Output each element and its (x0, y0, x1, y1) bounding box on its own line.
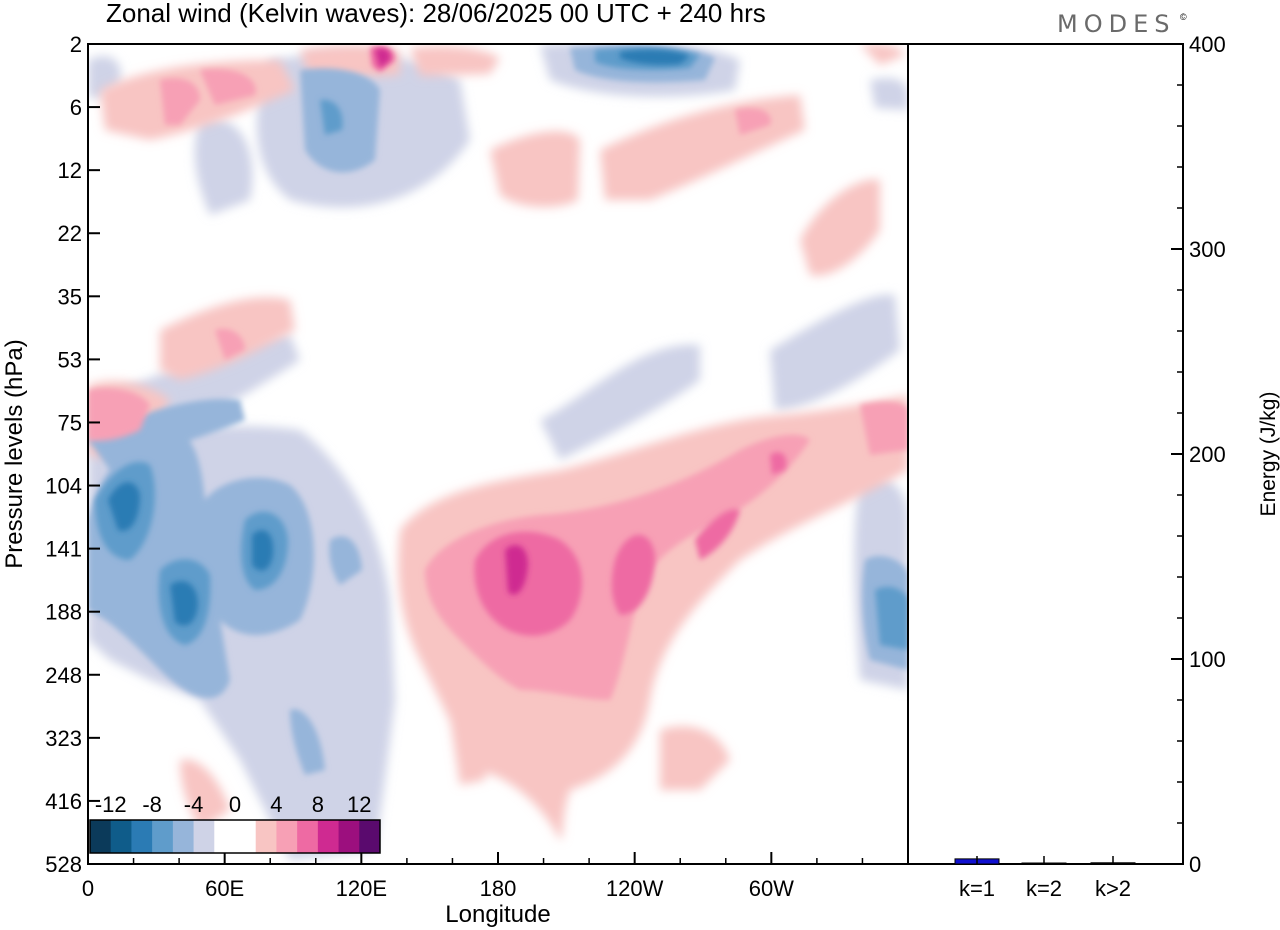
colorbar (89, 819, 381, 854)
energy-category-label: k=2 (1026, 876, 1062, 901)
longitude-tick-label: 0 (82, 876, 94, 901)
colorbar-swatch (235, 820, 257, 853)
colorbar-swatch (297, 820, 319, 853)
pressure-tick-label: 6 (70, 95, 82, 120)
colorbar-swatch (172, 820, 195, 853)
energy-tick-label: 100 (1189, 647, 1226, 672)
energy-bars (954, 858, 1136, 865)
longitude-tick-label: 180 (480, 876, 517, 901)
colorbar-label: 0 (229, 792, 241, 817)
contour-level-plus-8 (370, 46, 787, 636)
colorbar-swatch (152, 820, 174, 853)
chart-title: Zonal wind (Kelvin waves): 28/06/2025 00… (106, 0, 766, 28)
colorbar-swatch (214, 820, 236, 853)
pressure-tick-label: 188 (45, 600, 82, 625)
colorbar-swatch (317, 820, 340, 853)
energy-tick-label: 400 (1189, 32, 1226, 57)
pressure-tick-label: 248 (45, 663, 82, 688)
colorbar-swatch (338, 820, 360, 853)
energy-axis-label: Energy (J/kg) (1257, 392, 1280, 517)
colorbar-swatch (110, 820, 132, 853)
pressure-tick-label: 53 (58, 347, 82, 372)
brand-mark: © (1180, 12, 1187, 22)
longitude-tick-label: 60W (749, 876, 794, 901)
pressure-tick-label: 416 (45, 789, 82, 814)
y-axis-label: Pressure levels (hPa) (1, 339, 28, 568)
colorbar-label: 4 (270, 792, 282, 817)
colorbar-swatch (255, 820, 277, 853)
energy-bar-labels: k=1 k=2 k>2 (959, 856, 1131, 901)
contour-field (88, 44, 908, 864)
colorbar-swatch (90, 820, 112, 853)
x-axis-label: Longitude (445, 901, 550, 928)
pressure-tick-label: 22 (58, 221, 82, 246)
pressure-tick-label: 75 (58, 410, 82, 435)
colorbar-swatch (131, 820, 153, 853)
brand-logo: MODES (1057, 10, 1175, 38)
colorbar-swatch (359, 820, 381, 853)
pressure-tick-label: 141 (45, 537, 82, 562)
colorbar-label: -4 (184, 792, 204, 817)
energy-category-label: k>2 (1095, 876, 1131, 901)
pressure-tick-label: 35 (58, 284, 82, 309)
pressure-tick-label: 12 (58, 158, 82, 183)
pressure-tick-label: 104 (45, 474, 82, 499)
energy-tick-label: 200 (1189, 442, 1226, 467)
longitude-axis: 0 60E 120E 180 120W 60W (82, 852, 864, 901)
pressure-tick-label: 2 (70, 32, 82, 57)
colorbar-swatch (193, 820, 215, 853)
longitude-tick-label: 60E (205, 876, 244, 901)
longitude-tick-label: 120E (336, 876, 387, 901)
energy-panel-frame (907, 43, 1184, 865)
energy-tick-label: 300 (1189, 237, 1226, 262)
colorbar-label: 8 (312, 792, 324, 817)
colorbar-label: -12 (95, 792, 127, 817)
energy-tick-label: 0 (1189, 852, 1201, 877)
colorbar-label: -8 (142, 792, 162, 817)
pressure-tick-label: 323 (45, 726, 82, 751)
colorbar-labels: -12 -8 -4 0 4 8 12 (95, 792, 372, 817)
longitude-tick-label: 120W (606, 876, 664, 901)
colorbar-label: 12 (347, 792, 371, 817)
colorbar-frame (89, 819, 381, 854)
pressure-tick-label: 528 (45, 852, 82, 877)
contour-level-plus-10 (375, 48, 528, 595)
colorbar-swatch (276, 820, 298, 853)
contour-level-minus-12 (108, 49, 690, 626)
pressure-axis: 2 6 12 22 35 53 75 104 141 188 248 323 416 528 (45, 32, 100, 877)
energy-axis: 0 100 200 300 400 (1171, 32, 1226, 877)
energy-category-label: k=1 (959, 876, 995, 901)
